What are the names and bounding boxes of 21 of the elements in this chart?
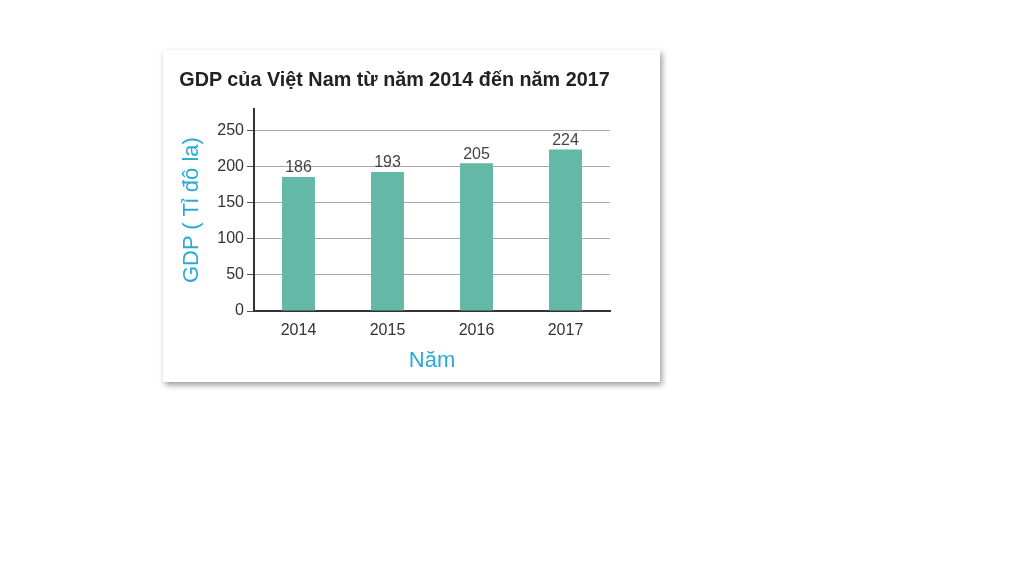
y-axis-title: GDP ( Tỉ đô la) bbox=[178, 137, 204, 284]
y-tick-label: 50 bbox=[226, 265, 245, 283]
data-label: 193 bbox=[374, 153, 401, 171]
x-axis-title: Năm bbox=[408, 346, 456, 372]
chart-title: GDP của Việt Nam từ năm 2014 đến năm 2017 bbox=[179, 67, 610, 91]
data-label: 224 bbox=[552, 130, 579, 148]
y-tick-label: 100 bbox=[217, 229, 245, 247]
x-tick-label: 2017 bbox=[547, 321, 584, 339]
data-label: 205 bbox=[463, 144, 490, 162]
bar bbox=[549, 149, 582, 311]
bar bbox=[371, 171, 404, 311]
bar bbox=[460, 163, 493, 311]
x-tick-label: 2014 bbox=[280, 321, 317, 339]
bar bbox=[282, 176, 315, 311]
y-tick-label: 200 bbox=[217, 157, 245, 175]
data-label: 186 bbox=[285, 158, 312, 176]
y-tick-label: 150 bbox=[217, 193, 245, 211]
y-tick-label: 0 bbox=[235, 301, 245, 319]
y-tick-label: 250 bbox=[217, 121, 245, 139]
x-tick-label: 2016 bbox=[458, 321, 495, 339]
x-tick-label: 2015 bbox=[369, 321, 406, 339]
